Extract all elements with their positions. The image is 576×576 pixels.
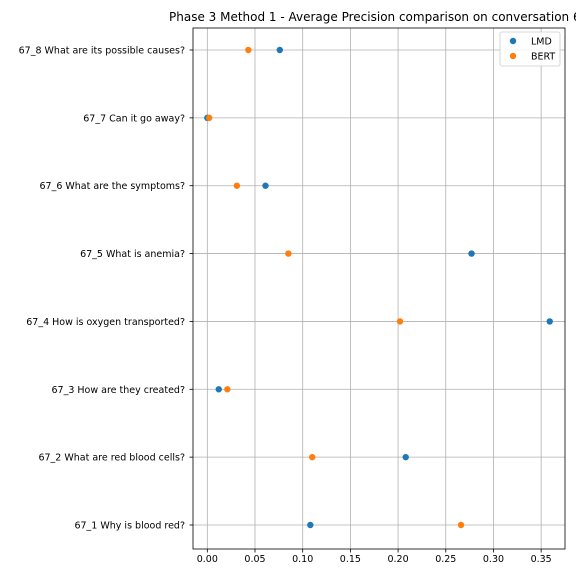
data-point-lmd [276, 46, 283, 54]
y-tick-label: 67_5 What is anemia? [80, 249, 185, 260]
data-point-lmd [307, 521, 314, 529]
legend-label-lmd: LMD [531, 37, 552, 48]
data-point-bert [396, 318, 404, 325]
data-point-lmd [546, 318, 553, 325]
y-axis-ticks: 67_1 Why is blood red? 67_2 What are red … [19, 46, 193, 532]
x-tick-label: 0.35 [531, 554, 552, 565]
y-tick-label: 67_7 Can it go away? [83, 113, 185, 124]
y-tick-label: 67_8 What are its possible causes? [19, 46, 185, 57]
plot-area-frame [192, 27, 566, 550]
x-tick-label: 0.15 [340, 554, 361, 565]
y-tick-label: 67_6 What are the symptoms? [39, 181, 185, 192]
y-tick-label: 67_2 What are red blood cells? [38, 453, 185, 464]
data-point-lmd [215, 386, 222, 393]
data-point-lmd [262, 182, 269, 189]
x-tick-label: 0.00 [197, 554, 218, 565]
x-tick-label: 0.20 [387, 554, 408, 565]
data-point-bert [245, 46, 252, 54]
data-point-bert [206, 114, 213, 122]
data-point-lmd [402, 453, 409, 461]
grid-lines [193, 28, 565, 549]
legend-marker-lmd [509, 37, 517, 45]
legend: LMD BERT [499, 31, 561, 67]
legend-marker-bert [509, 52, 517, 60]
x-axis-ticks: 0.00 0.05 0.10 0.15 0.20 0.25 0.30 0.35 [197, 549, 552, 565]
legend-label-bert: BERT [531, 52, 555, 63]
data-point-bert [285, 250, 292, 257]
data-point-bert [457, 521, 465, 529]
x-tick-label: 0.25 [435, 554, 456, 565]
x-tick-label: 0.30 [483, 554, 504, 565]
chart-title: Phase 3 Method 1 - Average Precision com… [169, 10, 576, 24]
x-tick-label: 0.10 [292, 554, 313, 565]
y-tick-label: 67_3 How are they created? [52, 385, 186, 396]
data-points [204, 46, 553, 529]
data-point-bert [224, 386, 231, 393]
x-tick-label: 0.05 [244, 554, 265, 565]
y-tick-label: 67_1 Why is blood red? [74, 521, 185, 532]
data-point-bert [309, 453, 316, 461]
y-tick-label: 67_4 How is oxygen transported? [26, 317, 185, 328]
data-point-bert [233, 182, 241, 189]
data-point-lmd [468, 250, 475, 257]
